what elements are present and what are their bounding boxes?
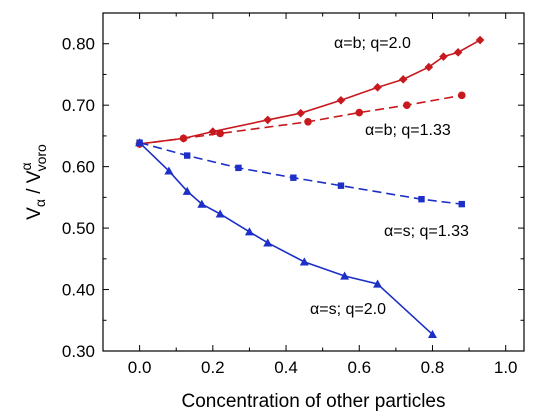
y-tick-label: 0.60 <box>62 158 95 177</box>
series-4 <box>135 138 437 339</box>
annotation-label: α=s; q=1.33 <box>384 223 469 240</box>
data-point <box>340 271 350 280</box>
x-tick-label: 0.2 <box>201 358 225 377</box>
data-point <box>427 329 437 339</box>
data-point <box>475 35 485 45</box>
y-tick-label: 0.40 <box>62 281 95 300</box>
data-point <box>208 127 218 136</box>
data-point <box>179 134 188 143</box>
data-point <box>453 48 463 57</box>
data-point <box>304 117 312 126</box>
y-axis-title-sep: / V <box>24 170 45 199</box>
data-point <box>263 115 273 125</box>
y-tick-label: 0.70 <box>62 96 95 115</box>
series-1 <box>135 35 485 149</box>
y-tick-label: 0.80 <box>62 35 95 54</box>
y-tick-label: 0.50 <box>62 219 95 238</box>
y-axis-title-sub1: α <box>32 199 48 207</box>
y-axis-title-sub2: voro <box>33 144 49 171</box>
series-layer <box>135 35 485 339</box>
x-tick-label: 0.6 <box>347 358 371 377</box>
data-point <box>355 108 364 117</box>
y-axis-title-sup: α <box>18 162 34 170</box>
data-point <box>296 108 305 118</box>
data-point <box>184 152 191 159</box>
data-point <box>235 164 242 172</box>
plot-area <box>102 12 525 352</box>
data-point <box>215 209 225 218</box>
data-point <box>336 95 346 105</box>
data-point <box>197 199 207 208</box>
data-point <box>373 83 382 92</box>
series-line <box>139 141 462 205</box>
annotation-label: α=b; q=1.33 <box>365 122 451 139</box>
data-point <box>373 279 383 288</box>
annotation-label: α=b; q=2.0 <box>334 35 411 52</box>
data-point <box>299 257 309 266</box>
annotation-label: α=s; q=2.0 <box>310 301 386 318</box>
data-point <box>263 238 273 247</box>
series-3 <box>136 139 465 208</box>
x-axis-title: Concentration of other particles <box>181 391 445 412</box>
data-point <box>216 129 224 138</box>
data-point <box>290 174 297 181</box>
data-point <box>458 200 465 208</box>
data-point <box>398 75 408 84</box>
data-point <box>457 91 466 100</box>
y-axis-title: Vα / Vαvoro <box>18 144 49 220</box>
data-point <box>403 101 411 109</box>
y-axis-title-main: V <box>24 207 45 220</box>
data-point <box>244 227 254 236</box>
x-tick-label: 0.4 <box>274 358 298 377</box>
y-tick-label: 0.30 <box>62 342 95 361</box>
data-point <box>337 182 345 189</box>
data-point <box>439 52 448 61</box>
annotations: α=b; q=2.0 α=b; q=1.33 α=s; q=1.33 α=s; q=2… <box>310 35 469 318</box>
data-point <box>164 166 174 175</box>
data-point <box>135 138 145 147</box>
series-2 <box>135 91 466 148</box>
plot-frame <box>102 12 525 352</box>
data-point <box>424 62 434 72</box>
x-tick-label: 1.0 <box>494 358 518 377</box>
data-point <box>418 196 425 203</box>
x-tick-label: 0.0 <box>128 358 152 377</box>
ticks-layer: 0.0 0.2 0.4 0.6 0.8 1.0 0.30 0.40 0.50 0.60 0.70 0.… <box>62 13 524 377</box>
data-point <box>182 186 192 195</box>
x-tick-label: 0.8 <box>421 358 445 377</box>
